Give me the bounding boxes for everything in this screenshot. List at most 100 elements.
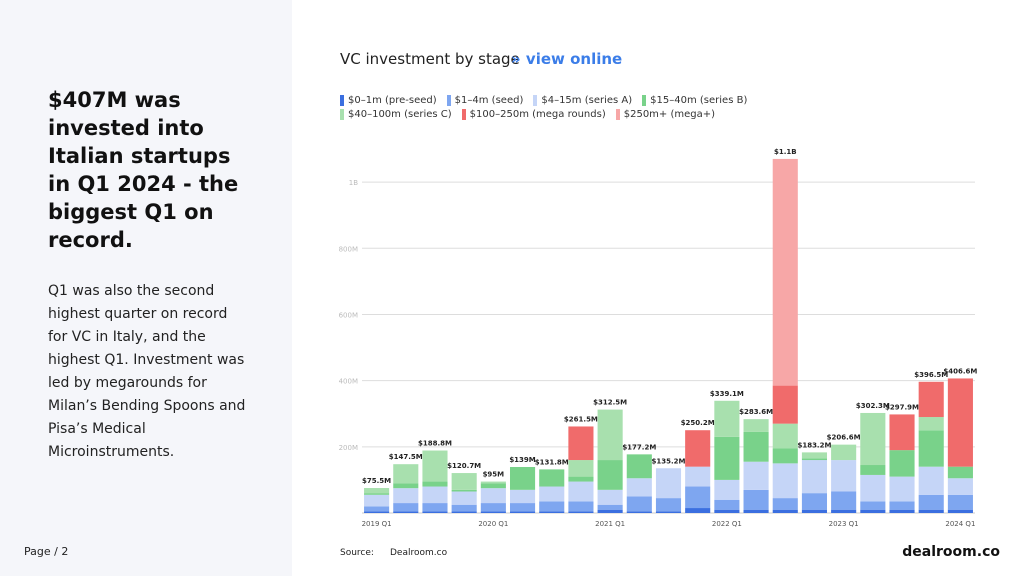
legend-label: $40–100m (series C) <box>348 109 452 120</box>
bar-segment <box>685 430 711 467</box>
bar-segment <box>743 489 769 510</box>
bar-segment <box>597 409 623 461</box>
bar-segment <box>714 509 740 513</box>
legend-swatch <box>340 95 344 106</box>
bar-segment <box>509 489 536 504</box>
bar-segment <box>364 488 390 494</box>
bar-segment <box>568 481 594 502</box>
bar-segment <box>626 511 652 513</box>
legend-item: $100–250m (mega rounds) <box>461 109 606 120</box>
bar-segment <box>860 412 886 466</box>
bar-segment <box>626 454 652 479</box>
bar-segment <box>655 511 682 513</box>
bar-segment <box>364 511 390 513</box>
y-tick-label: 1B <box>349 179 358 187</box>
bar-segment <box>451 504 477 512</box>
source: Dealroom.co <box>390 548 448 558</box>
bar-segment <box>918 494 944 510</box>
bar-segment <box>831 491 857 510</box>
data-label: $302.3M <box>856 402 890 410</box>
legend-item: $40–100m (series C) <box>340 109 452 120</box>
bar-segment <box>568 476 594 482</box>
bar-segment <box>568 501 594 512</box>
view-online-link[interactable]: » view online <box>511 50 622 68</box>
legend-item: $15–40m (series B) <box>642 95 747 106</box>
bar-segment <box>480 503 506 512</box>
bar-segment <box>714 436 740 480</box>
bar-segment <box>772 498 798 510</box>
bar-segment <box>539 511 565 513</box>
bar-segment <box>364 493 390 495</box>
bar-segment <box>889 414 915 451</box>
bar-segment <box>801 452 828 459</box>
bar-segment <box>685 466 711 487</box>
data-label: $1.1B <box>774 148 797 156</box>
body-text: Q1 was also the second highest quarter o… <box>48 283 246 460</box>
legend-label: $1–4m (seed) <box>454 95 524 106</box>
y-tick-label: 400M <box>339 378 358 386</box>
bar-segment <box>743 431 769 462</box>
bar-segment <box>860 474 886 502</box>
bar-segment <box>451 489 477 492</box>
source-label: Source: <box>340 548 374 558</box>
legend-swatch <box>461 109 466 120</box>
bar-segment <box>393 464 419 484</box>
bar-segment <box>451 491 477 505</box>
bar-segment <box>568 511 594 513</box>
bar-segment <box>918 381 944 418</box>
bar-segment <box>918 509 944 513</box>
page-indicator: Page / 2 <box>24 545 68 558</box>
data-label: $206.6M <box>827 434 861 442</box>
data-label: $147.5M <box>389 453 423 461</box>
bar-segment <box>480 488 506 504</box>
bar-segment <box>393 503 419 512</box>
bar-segment <box>422 481 448 487</box>
bar-segment <box>714 499 740 510</box>
bar-segment <box>772 385 798 424</box>
bar-segment <box>422 486 448 504</box>
bar-segment <box>568 426 594 461</box>
x-tick-label: 2020 Q1 <box>478 520 508 528</box>
bar-segment <box>801 460 828 494</box>
bar-segment <box>480 511 506 513</box>
bar-segment <box>480 483 506 489</box>
legend-swatch <box>642 95 647 106</box>
bar-segment <box>889 450 915 477</box>
bar-segment <box>655 498 682 512</box>
bar-segment <box>947 478 973 495</box>
legend-label: $100–250m (mega rounds) <box>469 109 606 120</box>
x-tick-label: 2019 Q1 <box>362 520 392 528</box>
y-tick-label: 800M <box>339 245 358 253</box>
bar-segment <box>801 493 828 510</box>
bar-segment <box>509 511 536 513</box>
bar-segment <box>393 483 419 489</box>
bar-segment <box>568 460 594 477</box>
chart-title: VC investment by stage <box>340 50 520 68</box>
bar-segment <box>393 488 419 504</box>
bar-segment <box>889 501 915 510</box>
bar-segment <box>918 417 944 431</box>
bar-segment <box>801 458 828 461</box>
y-tick-label: 200M <box>339 444 358 452</box>
legend-label: $4–15m (series A) <box>541 95 633 106</box>
bar-segment <box>860 501 886 510</box>
bar-segment <box>889 476 915 502</box>
bar-segment <box>947 509 973 513</box>
bar-segment <box>626 478 652 497</box>
y-tick-label: 600M <box>339 311 358 319</box>
bar-segment <box>626 496 652 512</box>
data-label: $75.5M <box>362 477 391 485</box>
bar-segment <box>597 509 623 513</box>
bar-segment <box>860 509 886 513</box>
legend-item: $4–15m (series A) <box>533 95 632 106</box>
page-label: Page <box>24 545 51 558</box>
data-label: $250.2M <box>681 419 715 427</box>
data-label: $339.1M <box>710 390 744 398</box>
bar-segment <box>860 465 886 475</box>
legend: $0–1m (pre-seed) $1–4m (seed) $4–15m (seri… <box>340 95 860 120</box>
bar-segment <box>509 467 536 490</box>
data-label: $188.8M <box>418 440 452 448</box>
legend-swatch <box>615 109 620 120</box>
